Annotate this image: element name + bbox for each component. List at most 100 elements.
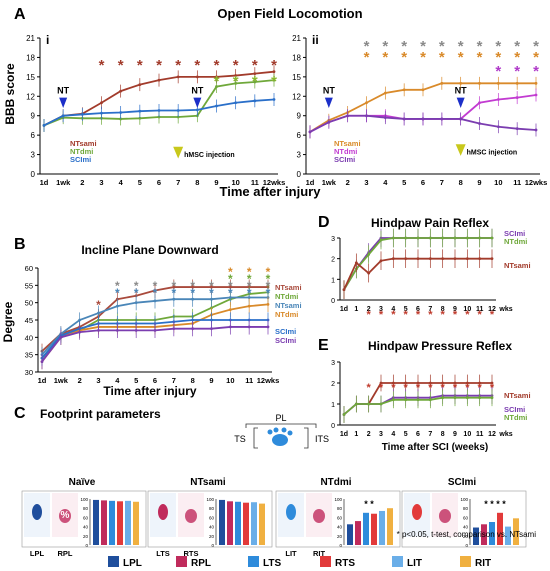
data-point bbox=[404, 257, 408, 261]
significance-star: * bbox=[428, 382, 433, 394]
data-point bbox=[266, 303, 270, 306]
bar-tick-label: 60 bbox=[209, 515, 215, 520]
x-tick-label: 1d bbox=[340, 431, 348, 438]
data-point bbox=[515, 127, 519, 131]
footprint-diagram: PL TS ITS bbox=[234, 413, 329, 449]
legend-entry: SCImi bbox=[275, 327, 296, 336]
x-tick-label: 8 bbox=[441, 306, 445, 313]
diagram-bracket-right bbox=[304, 427, 309, 449]
significance-star: * bbox=[247, 272, 252, 286]
data-point bbox=[383, 91, 387, 95]
footprint-bar bbox=[489, 522, 495, 545]
footprint-bar bbox=[355, 521, 361, 545]
significance-star: * bbox=[247, 265, 252, 279]
legend-entry: NTdmi bbox=[334, 147, 357, 156]
significance-star: * bbox=[96, 298, 101, 312]
significance-star: * bbox=[247, 279, 252, 293]
significance-star: * bbox=[533, 63, 539, 80]
footprint-group-title: NTdmi bbox=[320, 477, 351, 488]
panel-b-ylabel: Degree bbox=[1, 301, 15, 342]
data-point bbox=[215, 75, 218, 79]
legend-swatch bbox=[320, 556, 331, 567]
significance-star: * bbox=[477, 49, 483, 66]
significance-star: * bbox=[233, 57, 239, 74]
data-point bbox=[172, 297, 176, 301]
data-point bbox=[100, 101, 103, 105]
data-point bbox=[78, 318, 82, 322]
x-tick-label: 4 bbox=[391, 306, 395, 313]
injection-label: hMSC injection bbox=[467, 150, 518, 157]
significance-star: * bbox=[271, 73, 277, 90]
data-point bbox=[134, 301, 138, 305]
data-point bbox=[416, 236, 420, 240]
legend-swatch bbox=[460, 556, 471, 567]
footprint-label: RIT bbox=[313, 549, 326, 558]
panel-a-ylabel: BBB score bbox=[3, 63, 17, 125]
diagram-bracket-top bbox=[245, 423, 317, 428]
data-point bbox=[342, 288, 346, 292]
legend-entry: SCImi bbox=[275, 336, 296, 345]
data-point bbox=[416, 381, 420, 385]
y-tick-label: 6 bbox=[297, 131, 302, 140]
data-point bbox=[191, 297, 195, 301]
footprint-toe bbox=[273, 427, 279, 433]
significance-star: * bbox=[137, 57, 143, 74]
significance-star: * bbox=[477, 38, 483, 55]
x-tick-label: 7 bbox=[440, 178, 444, 187]
x-tick-label: 2 bbox=[346, 178, 350, 187]
y-tick-label: 40 bbox=[25, 333, 33, 342]
x-tick-label: 9 bbox=[214, 178, 218, 187]
x-tick-label: 10 bbox=[463, 431, 471, 438]
x-tick-label: 9 bbox=[477, 178, 481, 187]
data-point bbox=[253, 99, 257, 103]
bar-tick-label: 20 bbox=[337, 534, 343, 539]
y-tick-label: 55 bbox=[25, 281, 33, 290]
x-tick-label: wks bbox=[498, 306, 512, 313]
data-point bbox=[134, 329, 138, 332]
significance-star: * bbox=[252, 73, 258, 90]
paw-print bbox=[439, 509, 451, 523]
bar-tick-label: 40 bbox=[209, 525, 215, 530]
data-point bbox=[346, 114, 350, 118]
x-tick-label: 3 bbox=[96, 376, 100, 385]
significance-star: * bbox=[364, 49, 370, 66]
bar-tick-label: 0 bbox=[85, 543, 88, 548]
diagram-bracket-left bbox=[253, 427, 258, 449]
significance-star: * bbox=[367, 382, 372, 394]
footprint-bar bbox=[117, 501, 123, 545]
x-tick-label: 7 bbox=[176, 178, 180, 187]
y-tick-label: 18 bbox=[26, 53, 35, 62]
data-point bbox=[119, 89, 123, 93]
x-tick-label: 3 bbox=[379, 431, 383, 438]
data-point bbox=[459, 117, 463, 121]
bar-tick-label: 20 bbox=[83, 534, 89, 539]
significance-star: * bbox=[266, 286, 271, 300]
x-tick-label: 5 bbox=[404, 431, 408, 438]
footprint-bar bbox=[505, 526, 511, 545]
footprint-bar bbox=[235, 501, 241, 545]
significance-star: * bbox=[271, 57, 277, 74]
data-point bbox=[478, 236, 482, 240]
data-point bbox=[379, 259, 383, 263]
x-tick-label: 7 bbox=[172, 376, 176, 385]
footprint-bar bbox=[243, 502, 249, 545]
x-tick-label: 2 bbox=[367, 431, 371, 438]
footprint-toe bbox=[267, 429, 273, 435]
footprint-toe bbox=[281, 427, 287, 433]
x-tick-label: wks bbox=[498, 431, 512, 438]
data-point bbox=[391, 236, 395, 240]
legend-label: LTS bbox=[263, 558, 281, 569]
footprint-bar bbox=[219, 499, 225, 545]
data-point bbox=[247, 296, 251, 299]
x-tick-label: 7 bbox=[428, 306, 432, 313]
panel-letter-d: D bbox=[318, 214, 330, 231]
data-point bbox=[534, 93, 538, 97]
significance-star: * bbox=[209, 279, 214, 293]
data-point bbox=[59, 335, 63, 339]
data-point bbox=[379, 402, 383, 406]
bar-tick-label: 80 bbox=[463, 506, 469, 511]
data-point bbox=[40, 360, 44, 363]
x-tick-label: 3 bbox=[364, 178, 368, 187]
